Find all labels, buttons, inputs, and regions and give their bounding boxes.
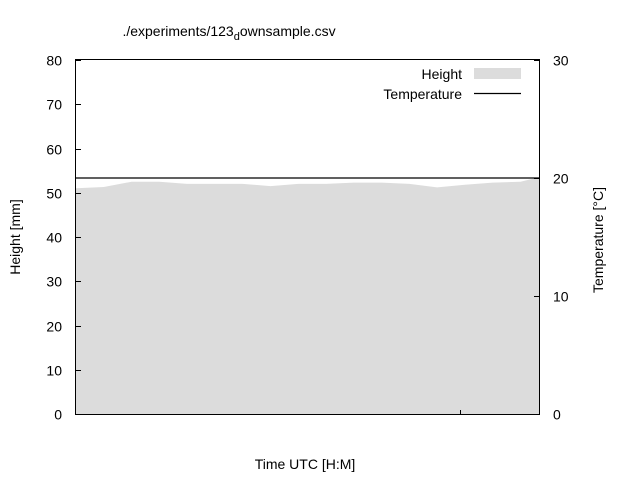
y-tick-label: 0 (54, 407, 62, 423)
y-axis-title: Height [mm] (7, 199, 23, 274)
chart-title-main: ./experiments/123 (122, 23, 233, 39)
y2-axis-title: Temperature [°C] (590, 187, 606, 293)
y-tick-label: 10 (46, 363, 62, 379)
legend-label-temperature: Temperature (383, 86, 462, 102)
y-tick-label: 70 (46, 97, 62, 113)
y-tick-label: 50 (46, 186, 62, 202)
y2-tick-label: 30 (553, 53, 569, 69)
x-axis-title: Time UTC [H:M] (255, 456, 356, 472)
legend-label-height: Height (422, 66, 463, 82)
y2-tick-label: 0 (553, 407, 561, 423)
plot-frame (75, 59, 540, 415)
y2-tick-label: 20 (553, 171, 569, 187)
height-area (76, 177, 539, 414)
chart-title-sub: d (234, 31, 240, 43)
y-tick-label: 30 (46, 274, 62, 290)
y-tick-label: 80 (46, 53, 62, 69)
y-tick-label: 40 (46, 230, 62, 246)
y2-tick-label: 10 (553, 289, 569, 305)
left-axis: 0 10 20 30 40 50 60 70 80 (46, 53, 81, 423)
y-tick-label: 20 (46, 319, 62, 335)
height-area-layer (76, 177, 539, 414)
chart-title-rest: ownsample.csv (240, 23, 336, 39)
right-axis: 0 10 20 30 (534, 53, 569, 423)
y-tick-label: 60 (46, 142, 62, 158)
chart-title: ./experiments/123downsample.csv (122, 23, 335, 43)
legend: Height Temperature (383, 66, 521, 102)
legend-swatch-height (474, 68, 521, 79)
